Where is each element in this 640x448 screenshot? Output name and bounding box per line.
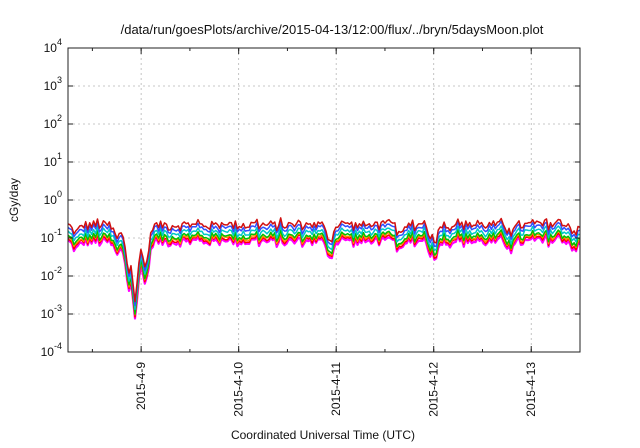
y-tick-label: 10-2 xyxy=(41,265,62,283)
y-tick-label: 10-1 xyxy=(41,227,62,245)
series-line-6 xyxy=(67,220,581,307)
y-tick-label: 102 xyxy=(44,113,62,131)
y-tick-label: 104 xyxy=(44,37,62,55)
x-tick-label: 2015-4-10 xyxy=(232,362,246,417)
series-layer xyxy=(67,217,581,320)
series-line-7 xyxy=(67,217,581,303)
y-axis-label: cGy/day xyxy=(7,178,21,222)
y-tick-label: 10-4 xyxy=(41,341,62,359)
y-axis: 104 103 102 101 100 10-1 10-2 10-3 10-4 xyxy=(41,37,580,359)
y-tick-label: 100 xyxy=(44,189,62,207)
y-tick-label: 10-3 xyxy=(41,303,62,321)
chart-title: /data/run/goesPlots/archive/2015-04-13/1… xyxy=(121,22,544,37)
series-line-4 xyxy=(67,229,581,315)
x-tick-label: 2015-4-13 xyxy=(524,362,538,417)
y-tick-label: 101 xyxy=(44,151,62,169)
series-line-5 xyxy=(67,224,581,311)
x-tick-label: 2015-4-11 xyxy=(329,362,343,416)
x-axis: 2015-4-9 2015-4-10 2015-4-11 2015-4-12 2015-… xyxy=(91,48,538,417)
grid-layer xyxy=(68,48,580,352)
x-axis-label: Coordinated Universal Time (UTC) xyxy=(231,428,415,442)
x-tick-label: 2015-4-9 xyxy=(134,362,148,410)
x-tick-label: 2015-4-12 xyxy=(427,362,441,417)
y-tick-label: 103 xyxy=(44,75,62,93)
